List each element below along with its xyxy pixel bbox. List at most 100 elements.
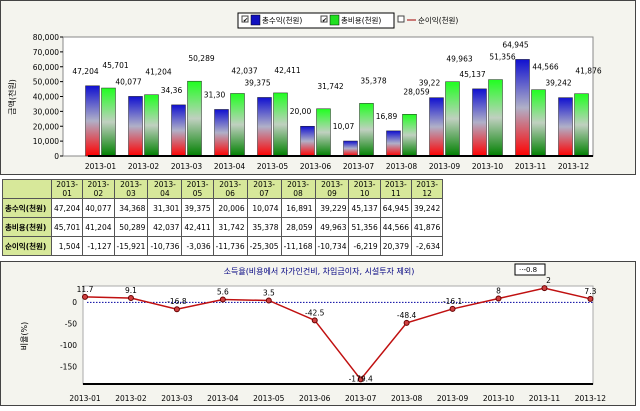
x-tick-label: 2013-08 <box>391 394 423 403</box>
data-label: 20,00 <box>290 107 312 116</box>
x-tick-label: 2013-11 <box>515 162 547 171</box>
table-cell: 42,037 <box>147 217 183 237</box>
table-cell: -2,634 <box>410 236 444 256</box>
table-cell: -3,036 <box>181 236 214 256</box>
cost-bar <box>531 89 546 157</box>
x-tick-label: 2013-10 <box>472 162 504 171</box>
header-cell: 2013-04 <box>147 179 183 199</box>
data-label: -16.8 <box>167 297 187 306</box>
y-tick-label: 60,000 <box>33 63 59 72</box>
table-cell: 45,701 <box>50 217 84 237</box>
data-point <box>311 317 318 324</box>
legend-label: 총수익(천원) <box>262 15 302 25</box>
x-tick-label: 2013-03 <box>171 162 203 171</box>
header-cell: 2013-11 <box>379 179 412 199</box>
data-label: 2 <box>546 276 551 285</box>
data-label: -179.4 <box>349 374 373 383</box>
x-tick-label: 2013-05 <box>257 162 289 171</box>
table-cell: -15,921 <box>113 236 149 256</box>
x-tick-label: 2013-10 <box>483 394 515 403</box>
y-tick-label: 40,000 <box>33 93 59 102</box>
revenue-bar <box>429 97 444 157</box>
data-label: 8 <box>496 287 501 296</box>
table-cell: -25,305 <box>246 236 282 256</box>
table-cell: 16,891 <box>280 198 316 218</box>
ratio-line <box>84 287 591 381</box>
data-label: 64,945 <box>502 40 528 49</box>
table-cell: -11,736 <box>212 236 248 256</box>
legend-box <box>514 263 546 276</box>
table-cell: 41,204 <box>82 217 115 237</box>
data-point <box>495 295 502 302</box>
data-point <box>357 376 364 383</box>
x-tick-label: 2013-06 <box>299 394 331 403</box>
cost-bar <box>101 87 116 157</box>
data-label: 45,701 <box>102 61 128 70</box>
legend-label: ··-0.8 <box>519 266 537 274</box>
cost-bar <box>488 79 503 157</box>
y-tick-label: 10,000 <box>33 137 59 146</box>
x-tick-label: 2013-02 <box>115 394 147 403</box>
data-label: -48.4 <box>397 311 417 320</box>
y-tick-label: 30,000 <box>33 107 59 116</box>
data-point <box>82 293 88 300</box>
check-icon: ✔ <box>243 17 248 24</box>
table-cell: -1,127 <box>82 236 115 256</box>
y-axis-label: 금액(천원) <box>7 79 17 115</box>
data-label: 40,077 <box>115 77 141 86</box>
header-cell: 2013-05 <box>181 179 214 199</box>
cost-bar <box>144 94 159 157</box>
data-label: 41,876 <box>575 67 601 76</box>
x-tick-label: 2013-03 <box>161 394 193 403</box>
table-cell: 39,242 <box>410 198 444 218</box>
bar-chart: 0 10,000 20,000 30,000 40,000 50,000 60,000 70,… <box>7 12 602 171</box>
data-label: 10,07 <box>333 122 355 131</box>
x-tick-label: 2013-04 <box>214 162 246 171</box>
table-cell: 31,301 <box>147 198 183 218</box>
plot-area <box>82 285 594 385</box>
revenue-bar <box>472 88 487 157</box>
table-row: 순이익(천원) 1,504 -1,127 -15,921 -10,736 -3,036 -1… <box>2 236 444 256</box>
data-point <box>449 305 456 312</box>
data-point <box>265 297 272 304</box>
table-cell: -10,736 <box>147 236 183 256</box>
data-label: 28,059 <box>403 87 429 96</box>
line-chart-panel: 소득율(비용에서 자가인건비, 차입금이자, 시설투자 제외) 0 -50 -100 -… <box>0 261 636 406</box>
table-cell: 31,742 <box>212 217 248 237</box>
data-point <box>403 319 410 326</box>
header-cell: 2013-03 <box>113 179 149 199</box>
revenue-bar <box>515 59 530 157</box>
data-point <box>219 296 226 303</box>
revenue-bar <box>558 97 573 157</box>
table-cell: 45,137 <box>348 198 381 218</box>
line-chart: 소득율(비용에서 자가인건비, 차입금이자, 시설투자 제외) 0 -50 -100 -… <box>20 263 607 403</box>
data-label: 51,356 <box>489 53 515 62</box>
table-cell: 50,289 <box>113 217 149 237</box>
data-label: 39,242 <box>545 79 571 88</box>
table-cell: -10,734 <box>314 236 350 256</box>
header-cell: 2013-12 <box>410 179 444 199</box>
y-tick-label: 20,000 <box>33 122 59 131</box>
x-tick-label: 2013-12 <box>575 394 607 403</box>
table-cell: 34,368 <box>113 198 149 218</box>
revenue-bar <box>300 125 315 157</box>
data-label: 50,289 <box>188 54 214 63</box>
data-label: 9.1 <box>125 286 137 295</box>
header-cell: 2013-06 <box>212 179 248 199</box>
data-label: 41,204 <box>145 68 171 77</box>
table-cell: 39,229 <box>314 198 350 218</box>
data-point <box>587 295 594 302</box>
data-label: 39,375 <box>244 78 270 87</box>
revenue-bar <box>257 97 272 157</box>
data-label: 44,566 <box>532 63 558 72</box>
legend: ✔ 총수익(천원) ✔ 총비용(천원) 순이익(천원) <box>237 12 458 29</box>
revenue-bar <box>386 130 401 157</box>
header-cell: 2013-10 <box>348 179 381 199</box>
legend-checkbox <box>241 15 249 23</box>
data-label: -42.5 <box>305 308 325 317</box>
revenue-bar <box>343 140 358 157</box>
data-point <box>127 295 134 302</box>
data-label: -16.1 <box>443 297 463 306</box>
x-tick-label: 2013-09 <box>437 394 469 403</box>
row-header: 총수익(천원) <box>2 198 52 218</box>
